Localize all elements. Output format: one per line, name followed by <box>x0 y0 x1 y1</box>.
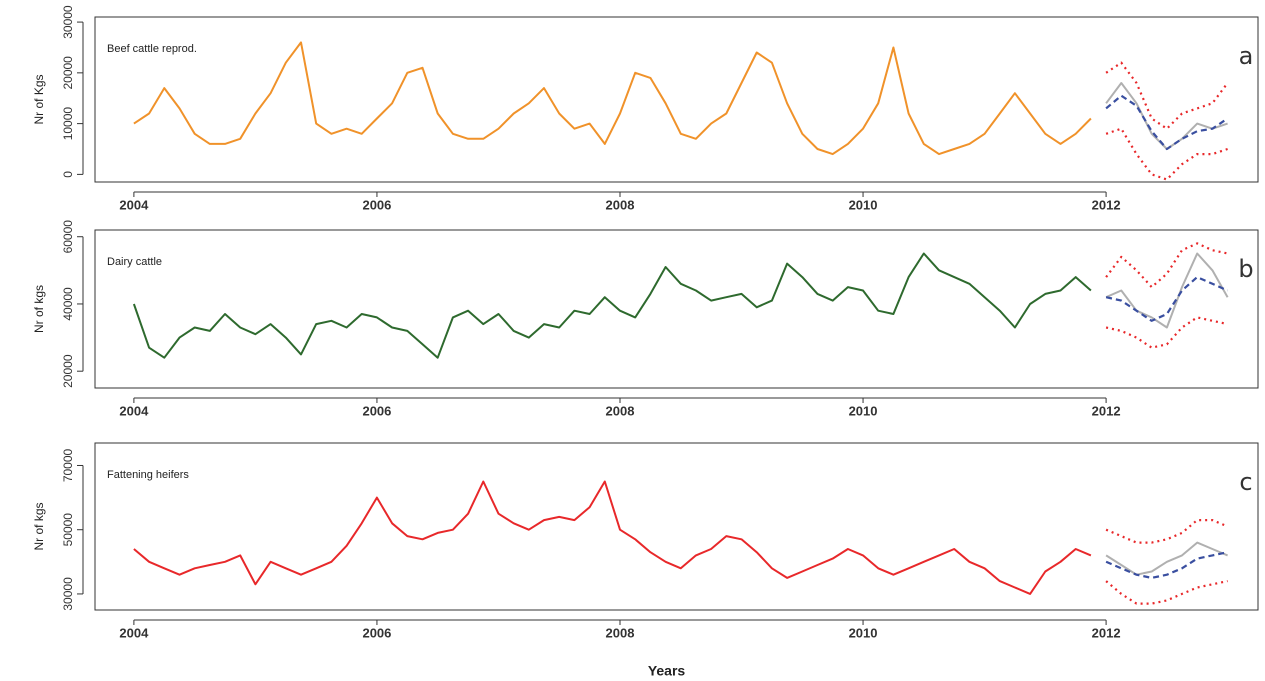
y-tick-label: 20000 <box>61 56 75 90</box>
series-line <box>1105 61 1229 130</box>
series-line <box>1105 82 1228 150</box>
series-line <box>1105 316 1228 349</box>
x-tick-label: 2006 <box>362 197 391 212</box>
y-axis-label: Nr of kgs <box>32 502 46 550</box>
y-tick-label: 40000 <box>61 287 75 321</box>
series-line <box>1105 94 1229 151</box>
y-tick-label: 20000 <box>61 354 75 388</box>
panel-letter: a <box>1239 42 1254 70</box>
y-axis-label: Nr of kgs <box>32 285 46 333</box>
y-tick-label: 30000 <box>61 5 75 39</box>
panel-letter: b <box>1238 255 1253 283</box>
x-tick-label: 2006 <box>362 625 391 640</box>
annotation: Fattening heifers <box>107 469 189 481</box>
x-tick-label: 2008 <box>606 625 635 640</box>
x-tick-label: 2012 <box>1092 625 1121 640</box>
x-tick-label: 2010 <box>849 403 878 418</box>
annotation: Dairy cattle <box>107 256 162 268</box>
x-tick-label: 2010 <box>849 197 878 212</box>
series-line <box>1105 551 1228 579</box>
panel-letter: c <box>1239 468 1252 496</box>
annotation: Beef cattle reprod. <box>107 43 197 55</box>
x-tick-label: 2004 <box>119 197 149 212</box>
x-tick-label: 2008 <box>606 197 635 212</box>
y-tick-label: 50000 <box>61 513 75 547</box>
x-tick-label: 2004 <box>119 403 149 418</box>
y-tick-label: 70000 <box>61 448 75 482</box>
series-line <box>1105 541 1228 576</box>
x-tick-label: 2008 <box>606 403 635 418</box>
plot-frame <box>94 442 1259 611</box>
series-line <box>1105 127 1228 181</box>
series-line <box>1105 242 1228 289</box>
y-tick-label: 0 <box>61 171 75 178</box>
series-line <box>1105 519 1229 544</box>
x-tick-label: 2012 <box>1092 197 1121 212</box>
series-line <box>1105 252 1229 329</box>
plot-frame <box>94 229 1259 389</box>
plot-frame <box>94 16 1259 183</box>
x-tick-label: 2012 <box>1092 403 1121 418</box>
y-tick-label: 10000 <box>61 107 75 141</box>
series-line <box>133 41 1092 156</box>
series-line <box>1105 580 1228 605</box>
x-tick-label: 2004 <box>119 625 149 640</box>
series-line <box>1105 276 1229 322</box>
x-tick-label: 2006 <box>362 403 391 418</box>
series-line <box>133 480 1092 595</box>
y-tick-label: 30000 <box>61 577 75 611</box>
y-axis-label: Nr of Kgs <box>32 74 46 124</box>
y-tick-label: 60000 <box>61 220 75 254</box>
x-axis-label: Years <box>648 663 686 679</box>
x-tick-label: 2010 <box>849 625 878 640</box>
series-line <box>132 252 1092 359</box>
